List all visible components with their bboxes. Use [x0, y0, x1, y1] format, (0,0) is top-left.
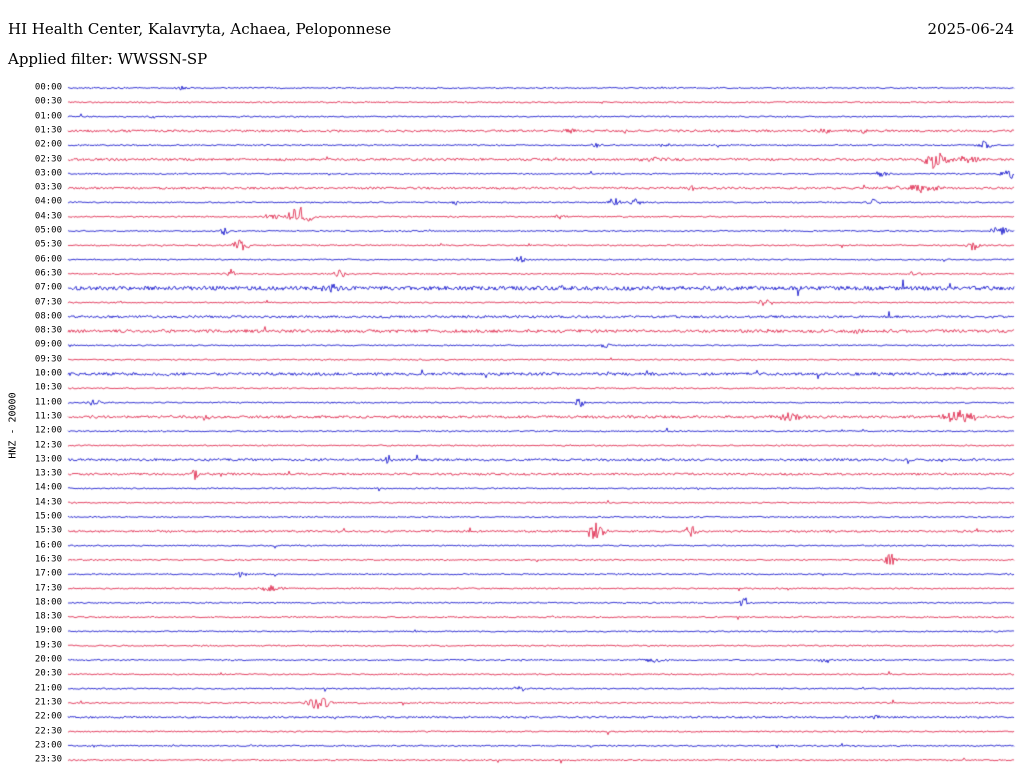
seismogram-canvas [0, 0, 1024, 780]
helicorder-page: { "header": { "title": "HI Health Center… [0, 0, 1024, 780]
